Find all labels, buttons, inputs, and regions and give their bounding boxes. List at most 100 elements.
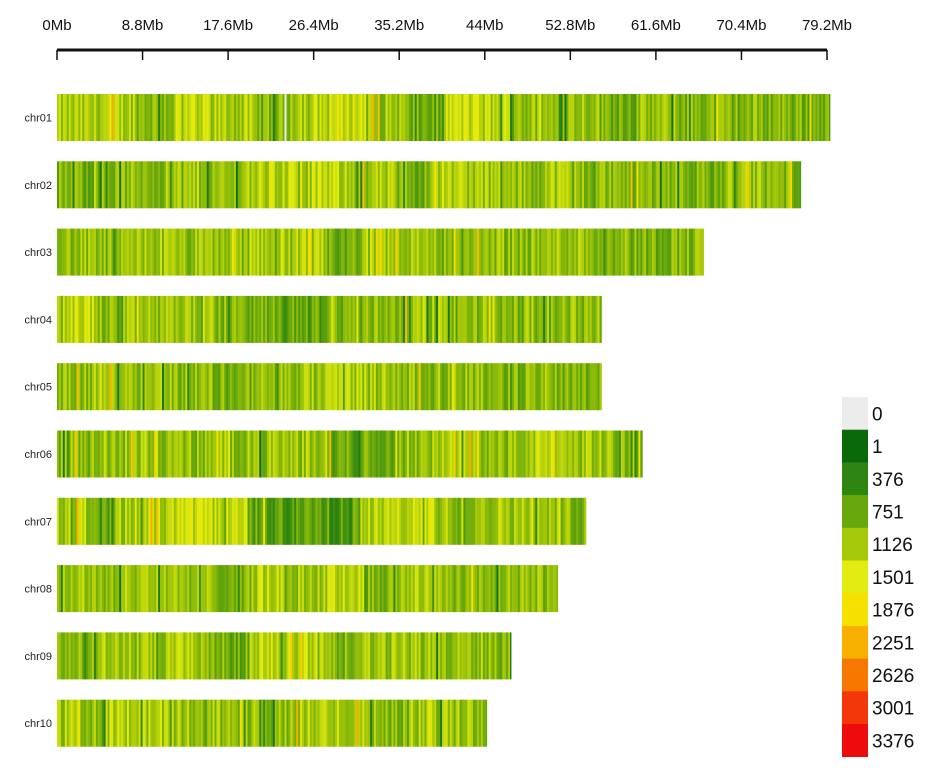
density-stripe [335, 430, 338, 478]
density-stripe [70, 497, 73, 545]
density-stripe [298, 632, 301, 680]
density-stripe [599, 161, 602, 209]
density-stripe [356, 363, 359, 411]
density-stripe [344, 565, 348, 613]
density-stripe [171, 699, 175, 747]
density-stripe [443, 94, 447, 141]
density-stripe [169, 632, 173, 680]
density-stripe [564, 363, 567, 411]
density-stripe [206, 430, 210, 478]
density-stripe [241, 632, 245, 680]
density-stripe [117, 295, 120, 343]
density-stripe [776, 94, 779, 141]
density-stripe [284, 497, 287, 545]
density-stripe [391, 632, 394, 680]
density-stripe [302, 699, 305, 747]
density-stripe [150, 430, 153, 478]
density-stripe [665, 228, 668, 276]
density-stripe [60, 565, 64, 613]
density-stripe [739, 94, 742, 141]
density-stripe [323, 565, 326, 613]
density-stripe [218, 295, 221, 343]
density-stripe [228, 161, 231, 209]
density-stripe [309, 295, 313, 343]
density-stripe [428, 94, 431, 141]
density-stripe [175, 497, 178, 545]
density-stripe [64, 632, 68, 680]
density-stripe [449, 565, 453, 613]
density-stripe [212, 565, 215, 613]
density-stripe [537, 430, 540, 478]
density-stripe [298, 94, 301, 141]
density-stripe [117, 94, 120, 141]
density-stripe [451, 363, 455, 411]
density-stripe [356, 699, 359, 747]
density-stripe [228, 565, 231, 613]
density-stripe [311, 430, 315, 478]
density-stripe [344, 363, 348, 411]
density-stripe [346, 363, 350, 411]
density-stripe [272, 228, 276, 276]
density-stripe [407, 430, 410, 478]
density-stripe [397, 228, 400, 276]
density-stripe [259, 363, 262, 411]
chromosome-label: chr01 [24, 113, 52, 125]
density-stripe [125, 699, 128, 747]
density-stripe [595, 430, 598, 478]
density-stripe [395, 632, 398, 680]
density-stripe [515, 228, 519, 276]
density-stripe [387, 632, 390, 680]
density-stripe [272, 565, 276, 613]
density-stripe [617, 161, 620, 209]
density-stripe [383, 430, 387, 478]
density-stripe [467, 497, 470, 545]
density-stripe [206, 295, 210, 343]
density-stripe [362, 295, 365, 343]
density-stripe [337, 497, 340, 545]
density-stripe [325, 497, 328, 545]
density-stripe [548, 94, 552, 141]
density-stripe [245, 430, 248, 478]
density-stripe [86, 363, 89, 411]
density-stripe [300, 161, 303, 209]
density-stripe [64, 363, 68, 411]
density-stripe [671, 228, 674, 276]
density-stripe [268, 228, 272, 276]
density-stripe [640, 228, 643, 276]
density-stripe [319, 430, 322, 478]
density-stripe [237, 161, 241, 209]
density-stripe [109, 430, 112, 478]
density-stripe [399, 565, 402, 613]
density-stripe [428, 363, 431, 411]
density-stripe [539, 497, 542, 545]
density-stripe [377, 94, 381, 141]
density-stripe [302, 161, 305, 209]
density-stripe [399, 632, 402, 680]
density-stripe [453, 565, 457, 613]
density-stripe [502, 363, 505, 411]
density-stripe [467, 94, 470, 141]
density-stripe [370, 228, 373, 276]
density-stripe [393, 363, 396, 411]
density-stripe [298, 228, 301, 276]
density-stripe [560, 497, 563, 545]
density-stripe [165, 497, 169, 545]
density-stripe [142, 430, 145, 478]
density-stripe [494, 430, 497, 478]
density-stripe [138, 699, 142, 747]
density-stripe [313, 497, 317, 545]
density-stripe [677, 94, 680, 141]
density-stripe [620, 161, 624, 209]
density-stripe [690, 228, 694, 276]
density-stripe [572, 161, 575, 209]
density-stripe [389, 565, 392, 613]
density-stripe [414, 363, 418, 411]
density-stripe [152, 699, 155, 747]
density-stripe [216, 94, 219, 141]
density-stripe [191, 497, 194, 545]
density-stripe [646, 161, 649, 209]
density-stripe [360, 228, 363, 276]
density-stripe [154, 699, 157, 747]
density-stripe [187, 161, 190, 209]
density-stripe [243, 497, 247, 545]
